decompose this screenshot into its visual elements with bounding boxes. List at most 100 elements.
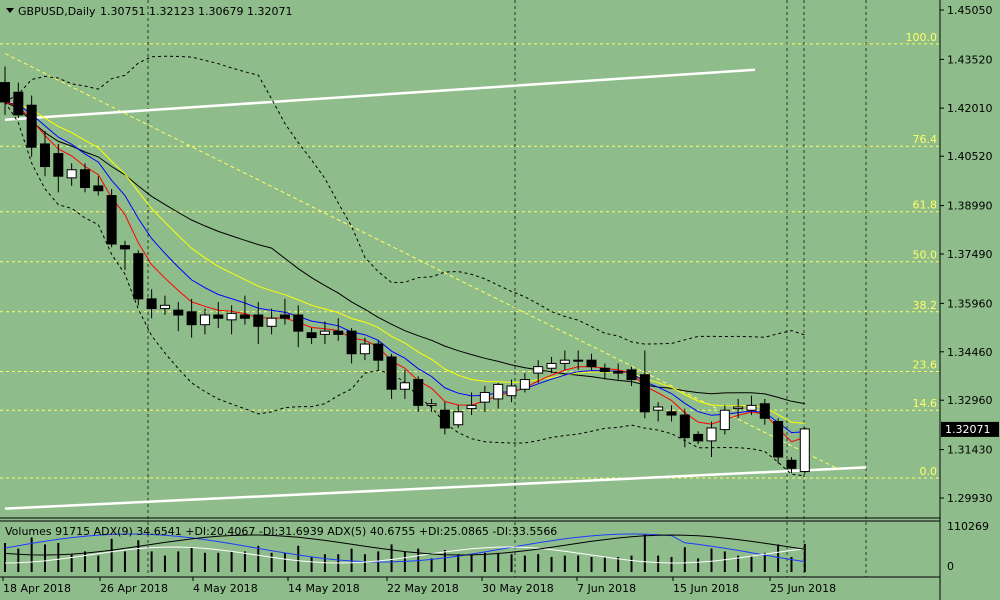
price-tick-label-9: 1.31430 — [947, 444, 993, 457]
date-tick-label-1: 26 Apr 2018 — [100, 582, 168, 595]
candle-body-39 — [519, 379, 530, 390]
candle-body-42 — [559, 359, 570, 364]
candle-body-45 — [599, 367, 610, 372]
lower-trend-line — [4, 466, 867, 510]
candle-body-49 — [653, 406, 664, 411]
candle-body-19 — [253, 314, 264, 327]
candle-body-43 — [573, 359, 584, 362]
price-tick-label-2: 1.42010 — [947, 102, 993, 115]
candle-body-35 — [466, 404, 477, 410]
candle-body-58 — [773, 421, 784, 458]
candle-body-22 — [293, 314, 304, 332]
fib-label-2: 61.8 — [913, 199, 938, 212]
price-tick-label-7: 1.34460 — [947, 346, 993, 359]
candle-body-5 — [66, 169, 77, 179]
candle-body-1 — [13, 91, 24, 116]
price-tick-label-3: 1.40520 — [947, 150, 993, 163]
candle-body-7 — [93, 185, 104, 192]
candle-body-15 — [199, 314, 210, 326]
price-tick-label-8: 1.32960 — [947, 394, 993, 407]
price-tick-label-5: 1.37490 — [947, 248, 993, 261]
symbol-label: GBPUSD,Daily — [18, 5, 96, 18]
date-tick-label-8: 25 Jun 2018 — [770, 582, 836, 595]
candle-body-29 — [386, 356, 397, 390]
candle-body-32 — [426, 403, 437, 406]
date-tick-label-3: 14 May 2018 — [288, 582, 360, 595]
volume-tick-label-1: 0 — [947, 560, 954, 573]
candle-body-6 — [79, 169, 90, 189]
indicator-header: Volumes 91715 ADX(9) 34.6541 +DI:20.4067… — [5, 525, 557, 538]
ma-yellow — [4, 101, 805, 424]
candle-body-0 — [0, 82, 10, 103]
date-tick-label-7: 15 Jun 2018 — [673, 582, 739, 595]
candle-body-2 — [26, 104, 37, 148]
price-tick-label-4: 1.38990 — [947, 200, 993, 213]
candle-body-46 — [613, 370, 624, 374]
candle-body-50 — [666, 411, 677, 416]
date-tick-label-6: 7 Jun 2018 — [577, 582, 636, 595]
candle-body-16 — [213, 314, 224, 319]
candle-body-8 — [106, 195, 117, 245]
plus-di-line — [4, 546, 805, 564]
candle-body-37 — [493, 383, 504, 400]
candle-body-13 — [173, 309, 184, 316]
candle-body-26 — [346, 330, 357, 355]
fib-label-3: 50.0 — [913, 249, 938, 262]
candle-body-18 — [239, 314, 250, 319]
candle-body-17 — [226, 312, 237, 321]
candle-body-59 — [786, 459, 797, 469]
upper-band — [4, 55, 805, 345]
candle-body-41 — [546, 362, 557, 369]
trend-lines — [4, 53, 867, 510]
date-axis: 18 Apr 2018 26 Apr 2018 4 May 2018 14 May 2… — [2, 577, 836, 595]
candle-body-28 — [373, 343, 384, 361]
candle-body-23 — [306, 332, 317, 339]
candle-body-40 — [533, 366, 544, 374]
candle-body-53 — [706, 427, 717, 442]
candle-body-3 — [39, 143, 50, 168]
candle-body-11 — [146, 298, 157, 310]
date-gridlines — [147, 0, 867, 577]
candle-body-31 — [413, 379, 424, 406]
adx-line — [4, 533, 805, 563]
candle-body-52 — [693, 433, 704, 442]
candle-body-21 — [279, 314, 290, 319]
minus-di-line — [4, 534, 805, 556]
candle-body-57 — [759, 403, 770, 419]
fib-label-6: 14.6 — [913, 397, 938, 410]
candle-body-47 — [626, 369, 637, 381]
candle-body-44 — [586, 359, 597, 368]
candle-body-30 — [399, 382, 410, 390]
candle-body-60 — [799, 428, 810, 473]
price-tick-label-6: 1.35960 — [947, 297, 993, 310]
symbol-menu-icon[interactable] — [6, 8, 14, 13]
fib-label-0: 100.0 — [906, 31, 938, 44]
candle-body-56 — [746, 404, 757, 411]
price-axis: 1.45050 1.43520 1.42010 1.40520 1.38990 1.374… — [940, 4, 993, 505]
candle-body-48 — [639, 374, 650, 413]
price-tick-label-0: 1.45050 — [947, 4, 993, 17]
fib-label-7: 0.0 — [920, 465, 938, 478]
ma-red — [4, 101, 805, 443]
candle-body-25 — [333, 330, 344, 335]
date-tick-label-0: 18 Apr 2018 — [3, 582, 71, 595]
price-tick-label-1: 1.43520 — [947, 53, 993, 66]
candle-body-4 — [53, 153, 64, 177]
candle-body-9 — [119, 245, 130, 250]
date-tick-label-2: 4 May 2018 — [193, 582, 258, 595]
candle-body-20 — [266, 317, 277, 327]
adx-lines — [4, 533, 805, 564]
fib-label-5: 23.6 — [913, 358, 938, 371]
candles — [0, 66, 810, 474]
ma-blue — [4, 101, 805, 434]
candle-body-34 — [453, 411, 464, 426]
candle-body-54 — [719, 409, 730, 431]
fib-diagonal-line — [4, 53, 841, 471]
fib-label-4: 38.2 — [913, 299, 938, 312]
date-tick-label-4: 22 May 2018 — [387, 582, 459, 595]
candle-body-33 — [439, 409, 450, 429]
candle-body-51 — [679, 414, 690, 439]
candle-body-38 — [506, 385, 517, 397]
candle-body-27 — [359, 343, 370, 355]
fibonacci-levels: 100.0 76.4 61.8 50.0 38.2 23.6 14.6 0.0 — [0, 31, 940, 479]
